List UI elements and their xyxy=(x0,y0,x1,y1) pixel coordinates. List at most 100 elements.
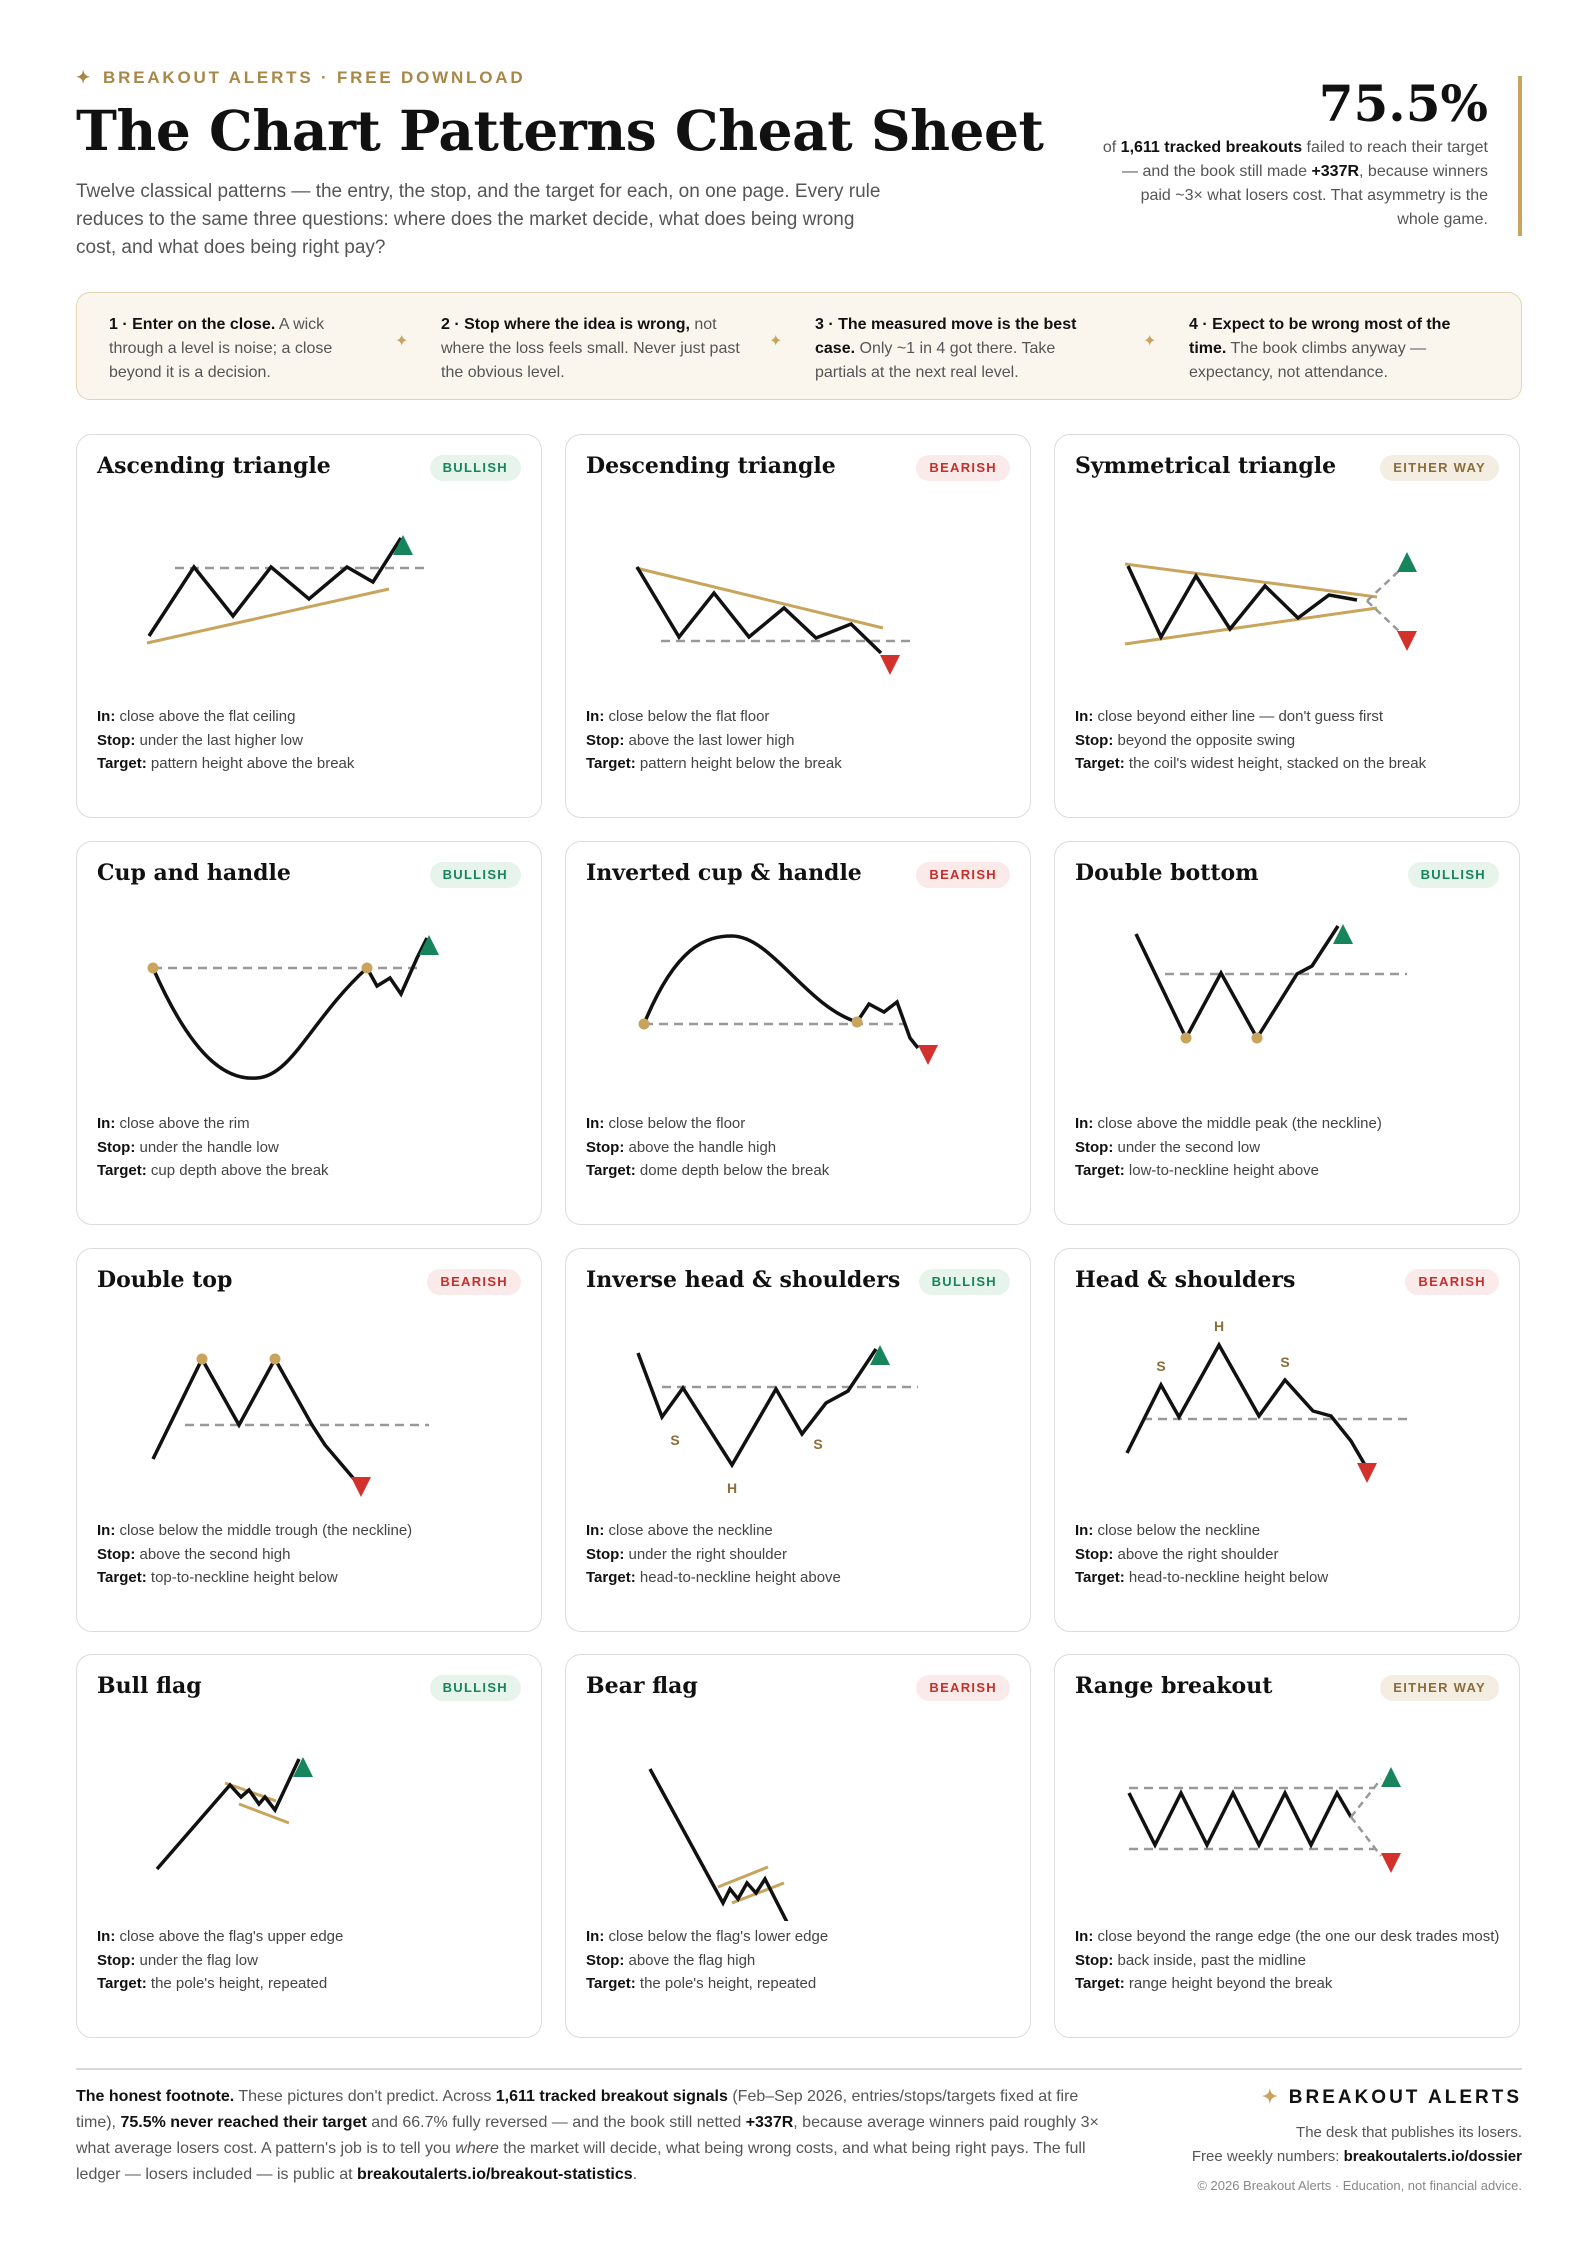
pattern-card-double-top: Double top BEARISH In: close below the mid… xyxy=(76,1248,542,1632)
copyright: © 2026 Breakout Alerts · Education, not … xyxy=(1197,2178,1522,2193)
rule-target: Target: the coil's widest height, stacke… xyxy=(1075,752,1501,776)
target-value: the coil's widest height, stacked on the… xyxy=(1128,755,1427,772)
target-label: Target: xyxy=(97,1162,147,1179)
rule-stop: Stop: above the second high xyxy=(97,1543,523,1567)
pattern-title: Cup and handle xyxy=(97,860,291,886)
star-icon: ✦ xyxy=(395,333,409,350)
stop-value: under the flag low xyxy=(139,1951,258,1969)
target-value: the pole's height, repeated xyxy=(150,1975,328,1992)
rule-in: In: close below the neckline xyxy=(1075,1519,1501,1543)
target-label: Target: xyxy=(1075,1162,1125,1179)
trade-rules: In: close below the middle trough (the n… xyxy=(97,1519,523,1590)
target-value: the pole's height, repeated xyxy=(639,1975,817,1992)
pattern-title: Inverse head & shoulders xyxy=(586,1267,901,1293)
bias-badge: EITHER WAY xyxy=(1380,1675,1499,1701)
arrow-up-icon xyxy=(393,535,413,555)
upper-trendline xyxy=(1124,562,1378,599)
pivot-dot xyxy=(361,962,373,974)
pattern-title: Double bottom xyxy=(1075,860,1259,886)
rule-in: In: close above the rim xyxy=(97,1112,523,1136)
stop-value: above the last lower high xyxy=(628,731,795,749)
rule-target: Target: range height beyond the break xyxy=(1075,1972,1501,1996)
footnote-emphasis: where xyxy=(455,2140,499,2157)
rule-in: In: close beyond either line — don't gue… xyxy=(1075,705,1501,729)
in-label: In: xyxy=(586,708,605,725)
rule-stop: Stop: back inside, past the midline xyxy=(1075,1949,1501,1973)
stat-box: 75.5% of 1,611 tracked breakouts failed … xyxy=(1102,76,1522,236)
stop-label: Stop: xyxy=(586,1545,625,1563)
statistics-link[interactable]: breakoutalerts.io/breakout-statistics xyxy=(357,2166,633,2183)
stop-label: Stop: xyxy=(97,731,136,749)
footnote-text: the market will decide, what being wrong… xyxy=(76,2140,1086,2183)
in-value: close beyond either line — don't guess f… xyxy=(1097,708,1384,725)
arrow-up-icon xyxy=(293,1757,313,1777)
trade-rules: In: close above the flat ceiling Stop: un… xyxy=(97,705,523,776)
rule-1: 1 · Enter on the close. A wick through a… xyxy=(109,313,369,385)
rule-stop: Stop: under the right shoulder xyxy=(586,1543,1012,1567)
pattern-chart xyxy=(1127,1767,1401,1873)
rule-lead: 4 · Expect to be wrong most of the time. xyxy=(1189,316,1451,357)
footnote: The honest footnote. These pictures don'… xyxy=(76,2084,1116,2188)
pattern-chart: S H S xyxy=(1125,1318,1407,1483)
footnote-bold: 1,611 tracked breakout signals xyxy=(495,2088,728,2105)
in-value: close above the middle peak (the necklin… xyxy=(1097,1115,1382,1132)
pattern-card-double-bottom: Double bottom BULLISH In: close above the … xyxy=(1054,841,1520,1225)
pivot-dot xyxy=(147,962,159,974)
rules-box: 1 · Enter on the close. A wick through a… xyxy=(76,292,1522,400)
trade-rules: In: close below the neckline Stop: above … xyxy=(1075,1519,1501,1590)
rule-stop: Stop: under the flag low xyxy=(97,1949,523,1973)
rule-text: Only ~1 in 4 got there. Take partials at… xyxy=(815,340,1056,381)
stop-value: under the handle low xyxy=(139,1138,279,1156)
lower-trendline xyxy=(1124,606,1378,646)
stop-value: above the second high xyxy=(139,1545,291,1563)
pattern-title: Ascending triangle xyxy=(97,453,331,479)
rule-text: not where the loss feels small. Never ju… xyxy=(441,316,740,381)
arrow-down-icon xyxy=(351,1477,371,1497)
rule-target: Target: head-to-neckline height above xyxy=(586,1566,1012,1590)
rule-target: Target: head-to-neckline height below xyxy=(1075,1566,1501,1590)
arrow-down-icon xyxy=(880,655,900,675)
target-label: Target: xyxy=(97,755,147,772)
head-label: H xyxy=(1214,1318,1224,1334)
price-line xyxy=(147,537,403,637)
rule-target: Target: dome depth below the break xyxy=(586,1159,1012,1183)
breakout-path xyxy=(1366,600,1402,634)
rule-stop: Stop: under the handle low xyxy=(97,1136,523,1160)
stat-profit: +337R xyxy=(1311,163,1360,180)
pattern-title: Double top xyxy=(97,1267,233,1293)
stop-label: Stop: xyxy=(1075,1545,1114,1563)
trade-rules: In: close below the floor Stop: above the… xyxy=(586,1112,1012,1183)
rule-target: Target: low-to-neckline height above xyxy=(1075,1159,1501,1183)
pattern-chart xyxy=(147,935,439,1080)
stop-label: Stop: xyxy=(1075,1138,1114,1156)
in-label: In: xyxy=(586,1115,605,1132)
page-title: The Chart Patterns Cheat Sheet xyxy=(76,98,1044,163)
pattern-chart xyxy=(635,566,916,675)
rule-in: In: close below the flat floor xyxy=(586,705,1012,729)
in-value: close below the neckline xyxy=(1097,1522,1261,1539)
rule-3: 3 · The measured move is the best case. … xyxy=(815,313,1105,385)
stat-mid: failed to reach their target — and the b… xyxy=(1122,139,1488,180)
pattern-card-range-breakout: Range breakout EITHER WAY In: close beyond… xyxy=(1054,1654,1520,2038)
stop-value: back inside, past the midline xyxy=(1117,1951,1306,1969)
rule-target: Target: pattern height above the break xyxy=(97,752,523,776)
target-label: Target: xyxy=(586,1569,636,1586)
flag-lower-edge xyxy=(238,1802,290,1825)
bias-badge: BEARISH xyxy=(916,862,1010,888)
breakout-path xyxy=(1350,1778,1382,1818)
target-label: Target: xyxy=(586,755,636,772)
target-value: low-to-neckline height above xyxy=(1128,1162,1320,1179)
in-label: In: xyxy=(97,1928,116,1945)
pattern-title: Range breakout xyxy=(1075,1673,1273,1699)
star-icon: ✦ xyxy=(1143,333,1157,350)
dossier-link[interactable]: breakoutalerts.io/dossier xyxy=(1343,2148,1522,2165)
price-line xyxy=(1125,1341,1367,1466)
target-value: pattern height below the break xyxy=(639,755,842,772)
pattern-card-cup-and-handle: Cup and handle BULLISH In: close above the… xyxy=(76,841,542,1225)
cheat-sheet-page: ✦ BREAKOUT ALERTS · FREE DOWNLOAD The Cha… xyxy=(76,0,1522,2246)
rule-text: The book climbs anyway — expectancy, not… xyxy=(1189,340,1427,381)
pattern-card-bull-flag: Bull flag BULLISH In: close above the flag… xyxy=(76,1654,542,2038)
rule-in: In: close below the middle trough (the n… xyxy=(97,1519,523,1543)
target-label: Target: xyxy=(586,1162,636,1179)
pattern-card-descending-triangle: Descending triangle BEARISH In: close belo… xyxy=(565,434,1031,818)
